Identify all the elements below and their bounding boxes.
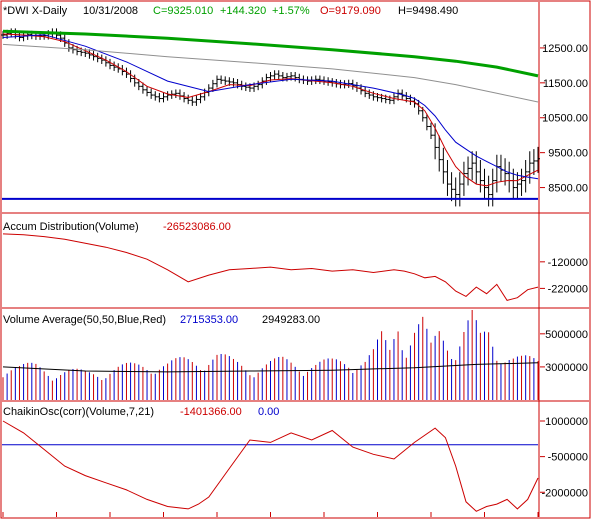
price-bar bbox=[145, 85, 150, 97]
price-bar bbox=[482, 168, 487, 200]
header-percent: +1.57% bbox=[272, 5, 310, 17]
price-bar bbox=[132, 74, 137, 87]
price-bar bbox=[190, 96, 195, 106]
price-bar bbox=[153, 91, 158, 101]
price-axis-tick-label: 8500.00 bbox=[548, 183, 588, 195]
accumulation-distribution-panel: -120000 -220000 bbox=[2, 233, 588, 301]
ad-value: -26523086.00 bbox=[163, 221, 231, 233]
price-bar bbox=[429, 122, 433, 140]
price-panel: 12500.00 11500.00 10500.00 9500.00 8500.00 bbox=[1, 28, 588, 207]
price-bar bbox=[112, 61, 117, 71]
price-bar bbox=[276, 70, 281, 80]
volume-panel: 5000000 3000000 bbox=[2, 310, 588, 400]
price-bar bbox=[531, 149, 536, 175]
header-high: H=9498.490 bbox=[398, 5, 458, 17]
price-bar bbox=[140, 82, 145, 94]
chaikin-axis-tick-label: 1000000 bbox=[545, 416, 588, 428]
ad-axis-tick-label: -120000 bbox=[548, 257, 588, 269]
price-bar bbox=[470, 151, 475, 181]
price-axis-tick-label: 12500.00 bbox=[542, 43, 588, 55]
chaikin-oscillator-line bbox=[2, 420, 539, 512]
header-symbol: *DWI X-Daily bbox=[3, 5, 68, 17]
chaikin-axis-tick-label: -2000000 bbox=[542, 487, 589, 499]
header-open: O=9179.090 bbox=[320, 5, 381, 17]
header-close: C=9325.010 bbox=[153, 5, 213, 17]
price-bar bbox=[215, 75, 219, 88]
volume-axis-tick-label: 5000000 bbox=[545, 329, 588, 341]
header-date: 10/31/2008 bbox=[83, 5, 138, 17]
price-bar bbox=[272, 70, 277, 80]
price-bar bbox=[437, 135, 442, 172]
accum-dist-line bbox=[2, 233, 539, 301]
price-bar bbox=[173, 89, 178, 99]
price-bar bbox=[157, 92, 162, 103]
price-bar bbox=[466, 156, 471, 186]
price-bar bbox=[165, 91, 170, 101]
price-bar bbox=[161, 92, 166, 103]
chaikin-oscillator-panel: 1000000 -500000 -2000000 bbox=[2, 416, 589, 512]
chaikin-value-blue: 0.00 bbox=[258, 406, 279, 418]
price-ma-gray-line bbox=[2, 43, 539, 103]
price-axis-tick-label: 9500.00 bbox=[548, 148, 588, 160]
price-ma-green-line bbox=[2, 29, 539, 78]
price-bar bbox=[453, 177, 458, 207]
volume-axis-tick-label: 3000000 bbox=[545, 362, 588, 374]
price-bar bbox=[186, 94, 191, 105]
price-bar bbox=[424, 113, 429, 131]
price-ma-red-line bbox=[2, 33, 539, 187]
price-bar bbox=[445, 159, 450, 196]
price-bar bbox=[461, 161, 466, 196]
price-bar bbox=[527, 151, 532, 184]
price-bar bbox=[256, 80, 261, 91]
volume-value-black: 2949283.00 bbox=[262, 314, 320, 326]
price-bar bbox=[486, 175, 491, 207]
price-bar bbox=[87, 49, 92, 59]
price-bar bbox=[515, 172, 520, 200]
price-bar bbox=[367, 89, 372, 99]
price-bar bbox=[91, 51, 96, 61]
price-axis-tick-label: 10500.00 bbox=[542, 113, 588, 125]
price-ma-blue-line bbox=[2, 34, 539, 180]
price-bar bbox=[198, 92, 203, 104]
volume-title: Volume Average(50,50,Blue,Red) bbox=[3, 314, 166, 326]
price-bar bbox=[474, 151, 479, 184]
price-bar bbox=[519, 168, 524, 196]
header-change: +144.320 bbox=[220, 5, 266, 17]
chaikin-value-red: -1401366.00 bbox=[180, 406, 242, 418]
price-bar bbox=[149, 88, 154, 99]
price-bar bbox=[219, 75, 224, 85]
price-bar bbox=[490, 168, 495, 207]
price-bar bbox=[536, 146, 540, 173]
price-axis-tick-label: 11500.00 bbox=[543, 78, 588, 90]
price-bar bbox=[441, 147, 446, 184]
price-bar bbox=[194, 95, 199, 106]
price-bar bbox=[478, 159, 483, 193]
price-bar bbox=[243, 82, 248, 92]
ad-title: Accum Distribution(Volume) bbox=[3, 221, 139, 233]
ad-axis-tick-label: -220000 bbox=[548, 283, 588, 295]
chaikin-axis-tick-label: -500000 bbox=[548, 452, 588, 464]
price-bar bbox=[457, 172, 462, 207]
price-bar bbox=[449, 172, 454, 202]
volume-average-line bbox=[2, 362, 539, 373]
chaikin-title: ChaikinOsc(corr)(Volume,7,21) bbox=[3, 406, 154, 418]
volume-value-blue: 2715353.00 bbox=[180, 314, 238, 326]
price-bar bbox=[223, 76, 228, 85]
